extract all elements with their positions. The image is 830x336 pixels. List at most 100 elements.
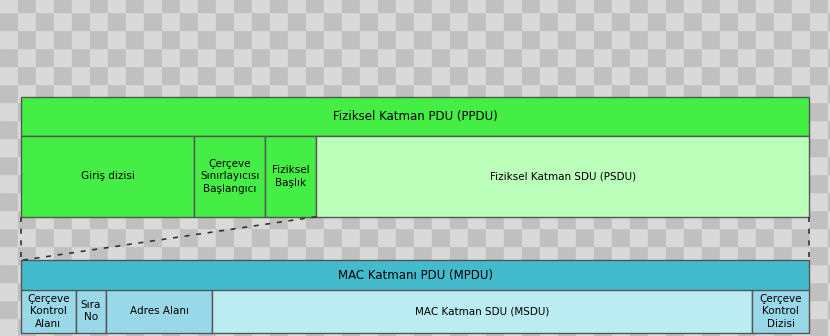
Bar (720, 228, 738, 246)
Bar (432, 102, 450, 120)
Bar (702, 228, 720, 246)
Bar (540, 300, 558, 318)
Bar (648, 0, 666, 12)
Bar (126, 30, 144, 48)
Bar (450, 66, 468, 84)
Bar (792, 282, 810, 300)
Bar (486, 12, 504, 30)
Bar (324, 210, 342, 228)
Bar (324, 228, 342, 246)
Bar (180, 0, 198, 12)
Bar (36, 210, 54, 228)
Bar (468, 246, 486, 264)
Bar (162, 318, 180, 336)
Bar (630, 138, 648, 156)
Bar (522, 210, 540, 228)
Bar (252, 30, 270, 48)
Bar (414, 30, 432, 48)
Bar (18, 282, 36, 300)
Bar (0, 318, 18, 336)
Bar (126, 120, 144, 138)
Bar (576, 156, 594, 174)
Bar (54, 192, 72, 210)
Bar (306, 282, 324, 300)
Bar (684, 120, 702, 138)
Bar (720, 30, 738, 48)
Bar (36, 0, 54, 12)
Bar (72, 300, 90, 318)
Bar (270, 174, 288, 192)
Bar (90, 156, 108, 174)
Bar (540, 66, 558, 84)
Bar (360, 246, 378, 264)
Bar (216, 48, 234, 66)
Bar (540, 120, 558, 138)
Bar (54, 156, 72, 174)
Bar (252, 66, 270, 84)
Bar (756, 138, 774, 156)
Bar (558, 210, 576, 228)
Bar (414, 264, 432, 282)
Bar (630, 48, 648, 66)
Bar (648, 102, 666, 120)
Bar (36, 66, 54, 84)
Bar (774, 120, 792, 138)
Bar (342, 300, 360, 318)
Bar (756, 30, 774, 48)
Bar (342, 192, 360, 210)
Bar (648, 282, 666, 300)
Bar (666, 318, 684, 336)
Bar (360, 318, 378, 336)
Bar (90, 282, 108, 300)
Bar (72, 0, 90, 12)
Bar (540, 318, 558, 336)
Bar (828, 192, 830, 210)
Bar (450, 0, 468, 12)
Bar (288, 264, 306, 282)
Bar (504, 264, 522, 282)
Bar (684, 84, 702, 102)
Bar (468, 156, 486, 174)
Bar (558, 48, 576, 66)
Bar (36, 12, 54, 30)
Bar (666, 66, 684, 84)
Bar (0, 12, 18, 30)
Text: Sıra
No: Sıra No (81, 300, 101, 322)
Bar (756, 210, 774, 228)
Bar (216, 192, 234, 210)
Bar (774, 66, 792, 84)
Bar (702, 48, 720, 66)
Bar (702, 84, 720, 102)
Bar (360, 66, 378, 84)
Bar (36, 192, 54, 210)
Bar (756, 84, 774, 102)
Bar (486, 120, 504, 138)
Bar (36, 300, 54, 318)
Bar (594, 138, 612, 156)
Bar (162, 282, 180, 300)
Bar (594, 12, 612, 30)
Bar (36, 48, 54, 66)
Bar (630, 30, 648, 48)
Bar (108, 66, 126, 84)
Bar (378, 228, 396, 246)
Bar (432, 48, 450, 66)
Bar (324, 282, 342, 300)
Bar (792, 318, 810, 336)
Bar (76, 290, 106, 333)
Bar (360, 120, 378, 138)
Bar (0, 84, 18, 102)
Bar (576, 246, 594, 264)
Bar (360, 192, 378, 210)
Bar (306, 84, 324, 102)
Bar (342, 102, 360, 120)
Bar (360, 228, 378, 246)
Bar (594, 246, 612, 264)
Bar (450, 246, 468, 264)
Bar (126, 300, 144, 318)
Bar (288, 0, 306, 12)
Bar (270, 102, 288, 120)
Bar (630, 156, 648, 174)
Bar (342, 138, 360, 156)
Bar (234, 30, 252, 48)
